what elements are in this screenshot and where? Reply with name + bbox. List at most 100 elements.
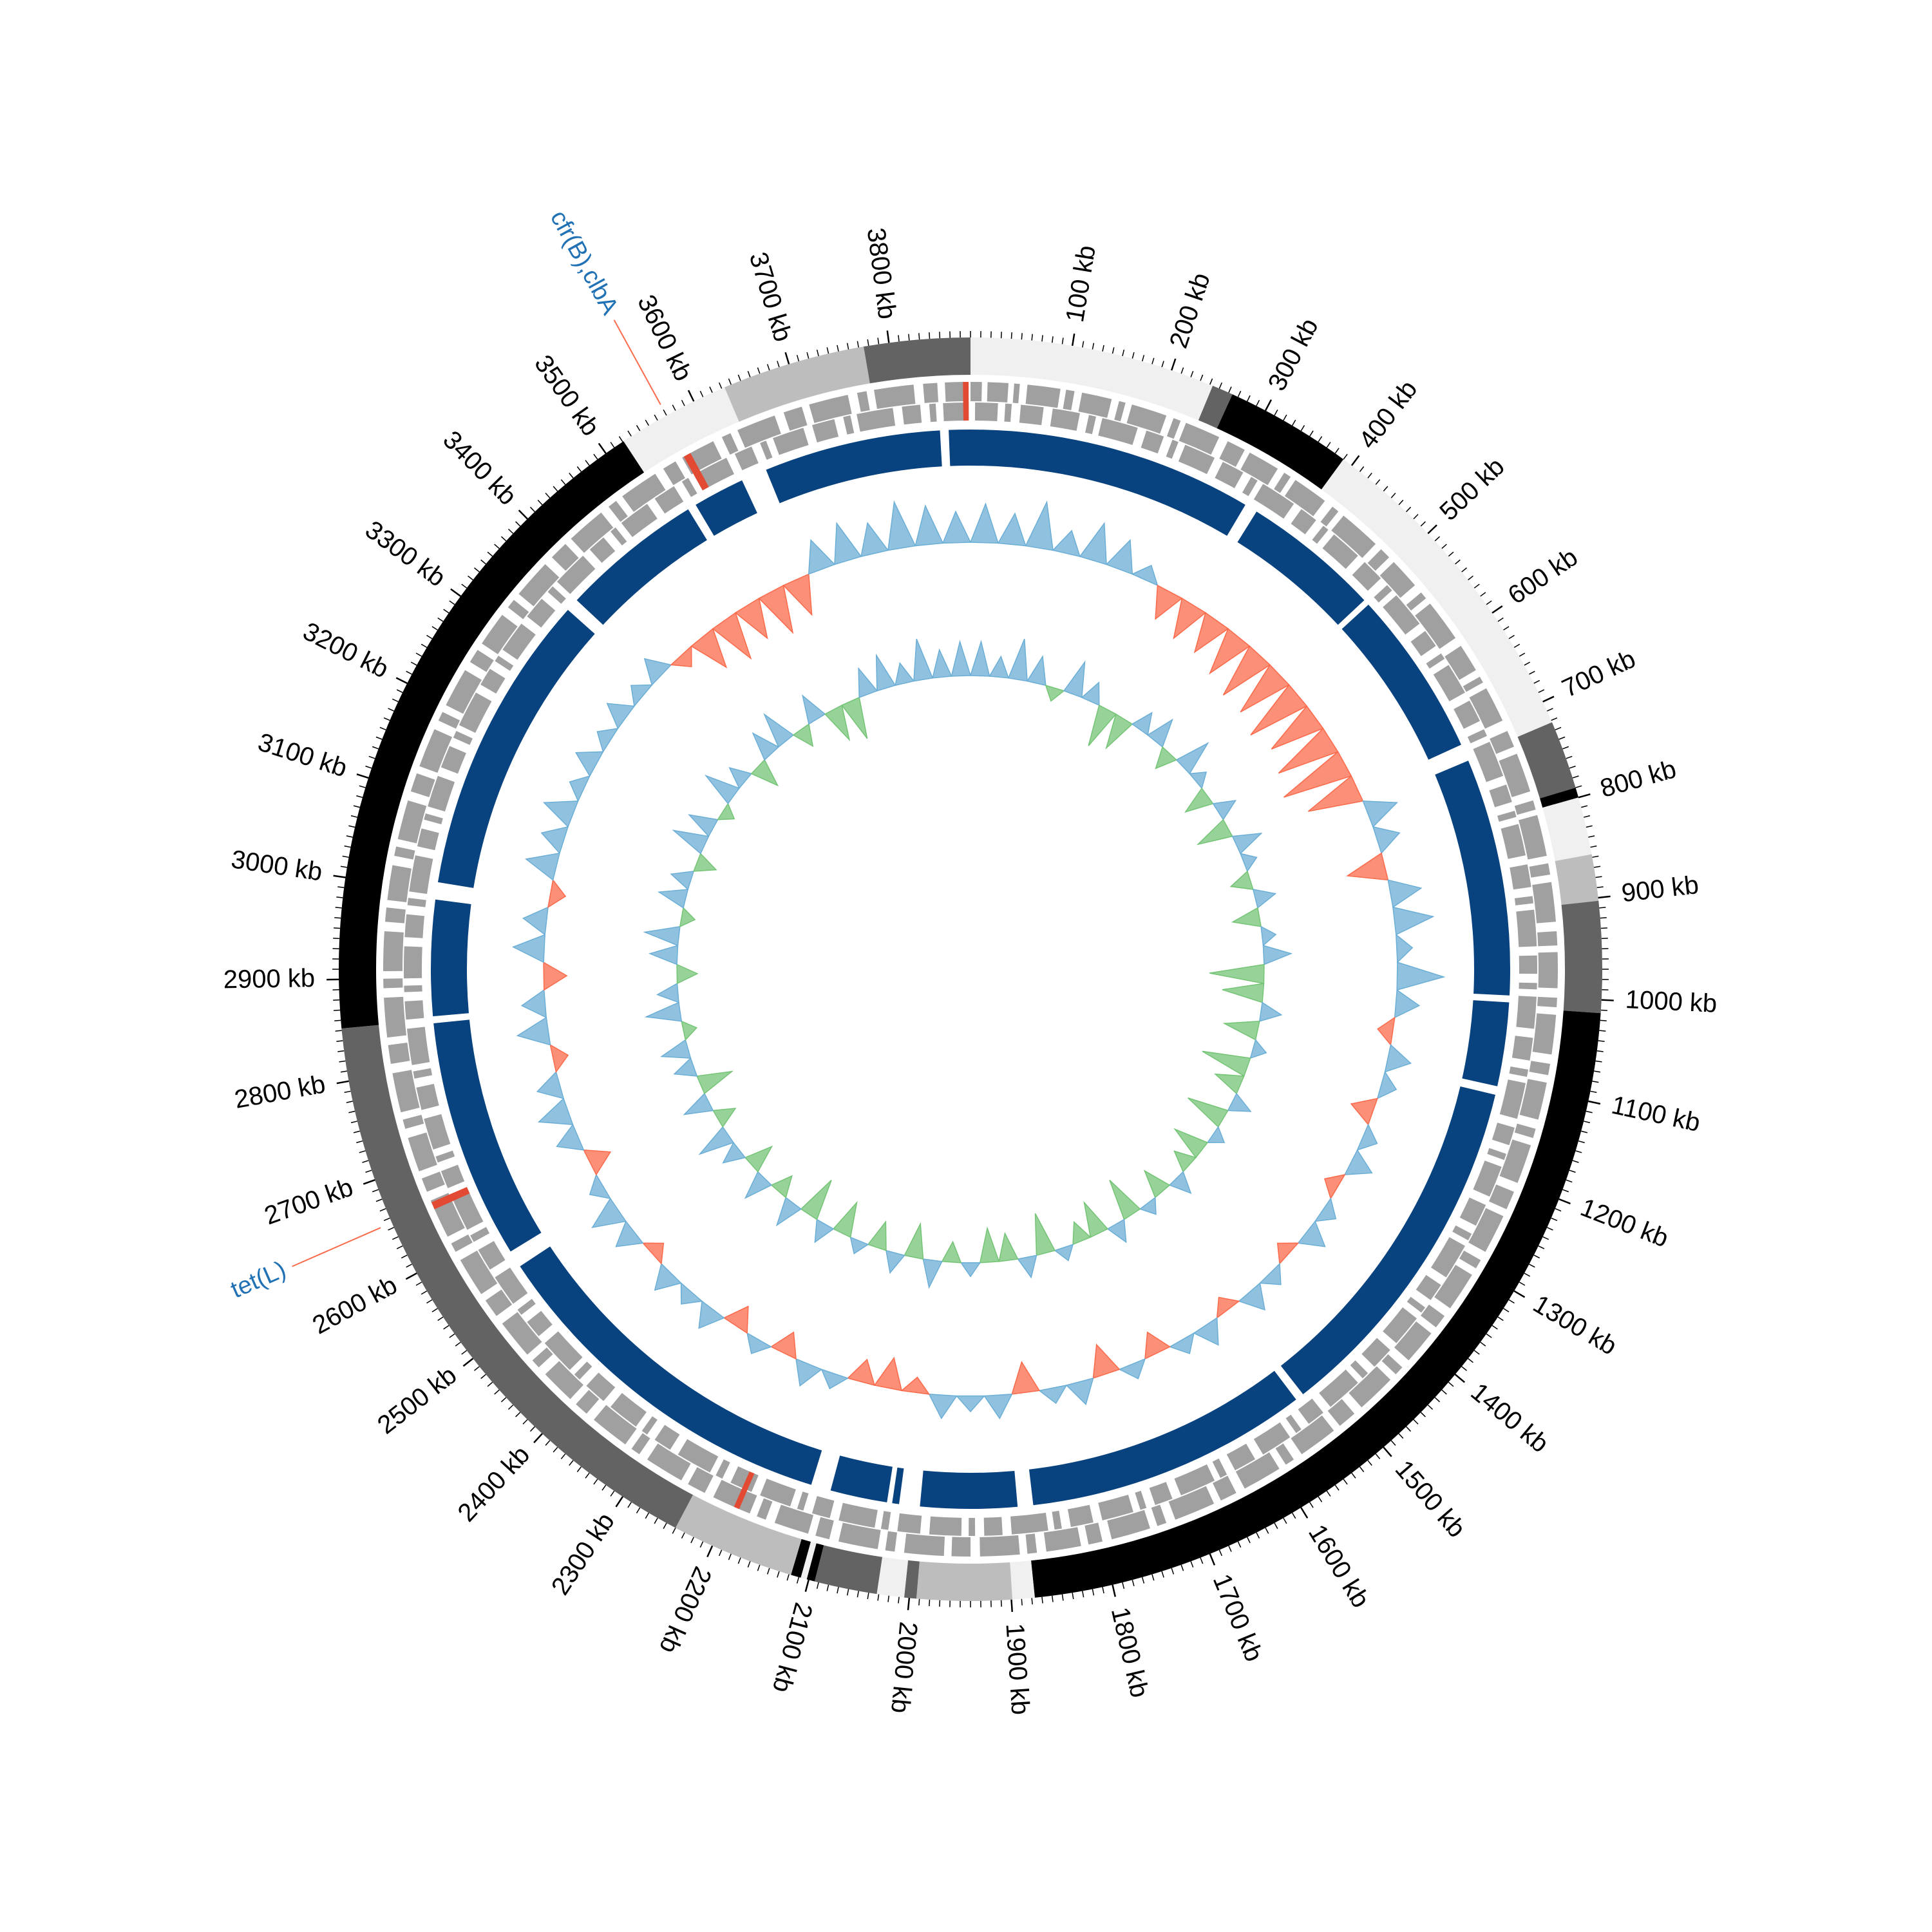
gc-skew-bin [792,723,814,748]
minor-tick [1486,600,1492,605]
gc-skew-bin [841,696,868,739]
minor-tick [1533,1255,1540,1259]
gc-skew-bin [744,1145,773,1173]
gc-content-bin [1250,684,1308,735]
tick-label: 3800 kb [862,226,902,321]
gene-forward [971,382,982,402]
gene-reverse [406,1027,430,1065]
gene-reverse [811,419,839,442]
minor-tick [747,1561,751,1568]
gene-forward [1166,418,1181,439]
gc-content-bin [1394,989,1421,1019]
minor-tick [1256,399,1260,406]
minor-tick [1575,785,1582,788]
gene-reverse [1291,509,1316,535]
major-tick [1598,895,1611,899]
contig [675,1495,802,1575]
minor-tick [846,343,849,350]
gene-forward [1421,1304,1445,1328]
gene-reverse [589,537,616,563]
minor-tick [1588,835,1595,838]
gene-forward [631,1433,650,1455]
gc-skew-bin [712,1108,737,1128]
contig [791,1539,811,1578]
minor-tick [545,1440,551,1446]
gc-content-bin [596,728,620,753]
minor-tick [898,335,900,342]
contig [876,1557,909,1598]
contig [1561,900,1602,1014]
minor-tick [415,652,422,657]
contig [1321,459,1552,737]
minor-tick [1141,355,1145,362]
minor-tick [1434,1397,1441,1403]
gc-skew-bin [656,982,679,1003]
gc-content-bin [547,878,567,909]
major-tick [1300,1507,1309,1519]
gene-reverse [902,404,922,425]
gc-skew-bin [1227,1092,1252,1112]
minor-tick [379,1208,386,1212]
gene-forward [1379,562,1416,598]
gene-reverse [527,598,556,628]
gc-content-bin [516,1016,551,1046]
minor-tick [728,378,732,385]
gc-content-bin [1278,727,1339,774]
gene-reverse [1452,1225,1472,1240]
gene-reverse [547,586,566,604]
minor-tick [1413,1419,1419,1425]
gc-skew-bin [849,1236,869,1255]
major-tick [1542,696,1555,703]
minor-tick [757,1564,761,1571]
minor-tick [1473,583,1480,589]
minor-tick [340,1070,347,1073]
homology-block [1462,1000,1510,1086]
gc-skew-bin [643,925,681,947]
contig [904,1560,920,1599]
minor-tick [636,425,641,431]
gc-skew-bin [1184,787,1214,813]
minor-tick [796,1577,800,1584]
minor-tick [1237,1541,1242,1548]
minor-tick [1274,1522,1278,1530]
gc-skew-bin [1209,963,1265,985]
minor-tick [654,414,658,421]
gene-forward [387,865,412,902]
major-tick [533,1433,543,1443]
minor-tick [1021,333,1023,340]
minor-tick [1351,1472,1356,1479]
minor-tick [737,1557,741,1564]
gene-forward [1126,404,1167,434]
minor-tick [747,370,751,377]
minor-tick [1492,1325,1498,1330]
gene-reverse [1098,418,1138,445]
minor-tick [350,1121,357,1124]
homology-block [576,509,707,625]
gc-content-bin [1209,628,1251,675]
gene-forward [446,670,482,714]
minor-tick [918,1598,920,1605]
gene-forward [1291,1415,1334,1455]
gene-forward [545,1361,583,1399]
gene-forward [815,1517,834,1540]
gene-reverse [1098,1495,1133,1520]
homology-block [920,1470,1018,1510]
minor-tick [1508,634,1515,639]
minor-tick [1383,486,1388,492]
gene-forward [410,773,435,797]
gene-forward [885,1531,898,1552]
major-tick [1112,1584,1116,1597]
tick-label: 3700 kb [744,249,797,345]
gc-content-bin [1377,1016,1396,1046]
gene-forward [1529,1061,1551,1075]
minor-tick [1455,559,1461,565]
gc-skew-bin [1222,983,1265,1003]
gc-content-bin [873,1356,903,1392]
gene-reverse [527,1311,553,1336]
gene-reverse [1519,955,1537,974]
gc-content-bin [589,1173,612,1200]
homology-block [696,480,757,536]
gene-reverse [1242,477,1258,497]
gene-forward [1240,452,1278,486]
minor-tick [1061,1594,1064,1601]
